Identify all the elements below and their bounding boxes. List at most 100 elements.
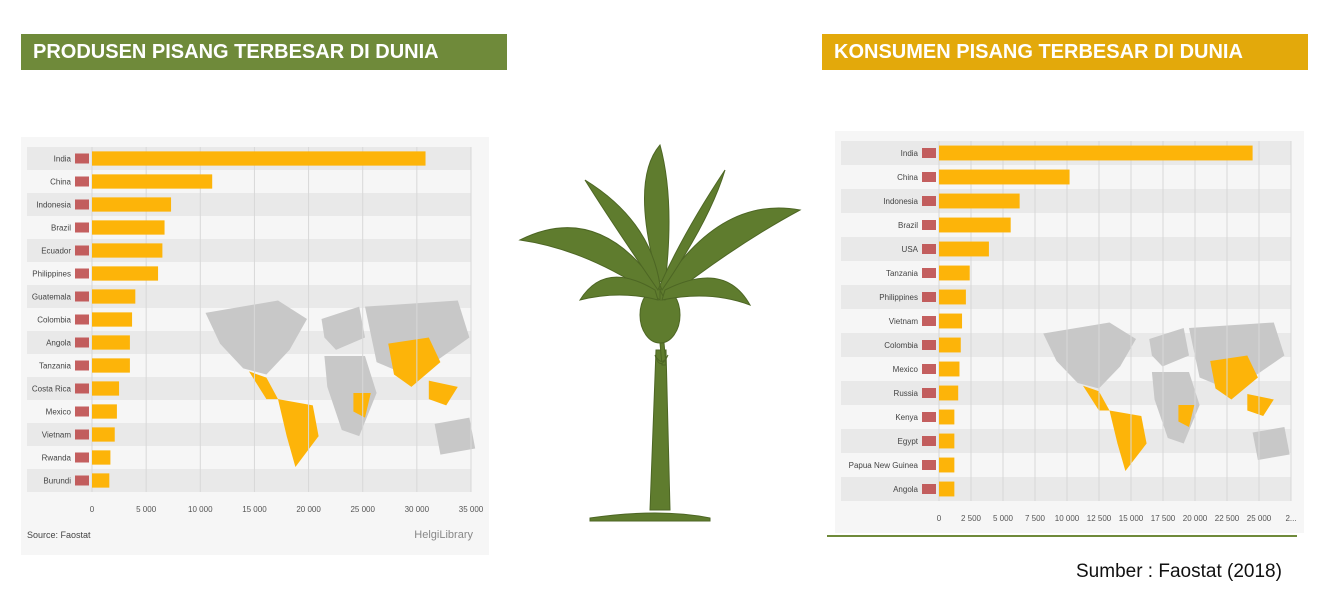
data-bar [939, 481, 955, 497]
data-bar [939, 361, 960, 377]
flag-icon [922, 292, 936, 302]
flag-icon [75, 360, 89, 371]
category-label: Rwanda [42, 454, 72, 463]
x-tick-label: 0 [937, 514, 942, 523]
category-label: Russia [894, 389, 919, 398]
producers-banner: PRODUSEN PISANG TERBESAR DI DUNIA [21, 34, 507, 70]
data-bar [92, 312, 133, 327]
x-tick-label: 30 000 [405, 505, 430, 514]
flag-icon [75, 199, 89, 210]
category-label: Tanzania [886, 269, 919, 278]
flag-icon [75, 429, 89, 440]
row-band [841, 285, 1291, 309]
data-bar [939, 385, 959, 401]
data-bar [92, 381, 120, 396]
data-bar [92, 197, 172, 212]
flag-icon [922, 316, 936, 326]
category-label: Brazil [898, 221, 918, 230]
category-label: China [50, 178, 71, 187]
data-bar [92, 450, 111, 465]
category-label: Costa Rica [32, 385, 72, 394]
chart-source: Source: Faostat [27, 530, 91, 540]
category-label: China [897, 173, 918, 182]
map-region [1149, 328, 1189, 367]
x-tick-label: 2... [1285, 514, 1296, 523]
x-tick-label: 15 000 [1119, 514, 1144, 523]
category-label: Indonesia [36, 201, 71, 210]
map-region [1043, 322, 1136, 389]
x-tick-label: 7 500 [1025, 514, 1046, 523]
flag-icon [922, 148, 936, 158]
flag-icon [922, 340, 936, 350]
x-tick-label: 25 000 [1247, 514, 1272, 523]
flag-icon [922, 436, 936, 446]
data-bar [92, 473, 110, 488]
category-label: Colombia [884, 341, 918, 350]
row-band [841, 237, 1291, 261]
data-bar [92, 243, 163, 258]
source-note: Sumber : Faostat (2018) [1076, 561, 1282, 582]
brand-logo: HelgiLibrary [414, 529, 473, 541]
x-tick-label: 20 000 [1183, 514, 1208, 523]
data-bar [92, 427, 115, 442]
category-label: Philippines [879, 293, 918, 302]
flag-icon [75, 268, 89, 279]
consumers-banner: KONSUMEN PISANG TERBESAR DI DUNIA [822, 34, 1308, 70]
category-label: Ecuador [41, 247, 71, 256]
x-tick-label: 35 000 [459, 505, 484, 514]
map-region [1252, 427, 1290, 460]
data-bar [92, 266, 159, 281]
consumers-underline [827, 535, 1297, 537]
data-bar [939, 241, 989, 257]
x-tick-label: 10 000 [188, 505, 213, 514]
map-highlight-region [1083, 385, 1110, 411]
data-bar [92, 174, 213, 189]
data-bar [92, 335, 130, 350]
category-label: Tanzania [39, 362, 72, 371]
data-bar [939, 337, 961, 353]
x-tick-label: 5 000 [993, 514, 1014, 523]
category-label: India [54, 155, 72, 164]
x-tick-label: 2 500 [961, 514, 982, 523]
flag-icon [922, 268, 936, 278]
data-bar [939, 409, 955, 425]
x-tick-label: 0 [90, 505, 95, 514]
row-band [27, 285, 471, 308]
category-label: Burundi [43, 477, 71, 486]
flag-icon [75, 222, 89, 233]
data-bar [939, 217, 1011, 233]
data-bar [92, 404, 117, 419]
producers-bar-chart: 0 5 000 10 000 15 000 20 000 25 000 30 000 35 0… [27, 147, 484, 541]
category-label: Guatemala [32, 293, 72, 302]
banana-tree-icon [518, 143, 802, 522]
map-region [205, 300, 307, 375]
flag-icon [922, 412, 936, 422]
row-band [841, 429, 1291, 453]
category-label: Vietnam [42, 431, 72, 440]
data-bar [939, 193, 1020, 209]
data-bar [939, 169, 1070, 185]
flag-icon [75, 406, 89, 417]
flag-icon [75, 383, 89, 394]
map-highlight-region [1109, 410, 1147, 471]
map-highlight-region [1178, 405, 1195, 427]
category-label: Brazil [51, 224, 71, 233]
category-label: Indonesia [883, 197, 918, 206]
flag-icon [922, 460, 936, 470]
x-tick-label: 12 500 [1087, 514, 1112, 523]
category-label: Kenya [895, 413, 918, 422]
x-tick-label: 15 000 [242, 505, 267, 514]
data-bar [92, 289, 136, 304]
flag-icon [75, 176, 89, 187]
flag-icon [922, 220, 936, 230]
category-label: Mexico [893, 365, 919, 374]
map-region [434, 417, 476, 455]
flag-icon [75, 291, 89, 302]
row-band [841, 189, 1291, 213]
x-tick-label: 17 500 [1151, 514, 1176, 523]
map-highlight-region [1210, 355, 1258, 400]
map-highlight-region [1247, 394, 1274, 416]
flag-icon [922, 364, 936, 374]
x-tick-label: 10 000 [1055, 514, 1080, 523]
data-bar [939, 265, 970, 281]
